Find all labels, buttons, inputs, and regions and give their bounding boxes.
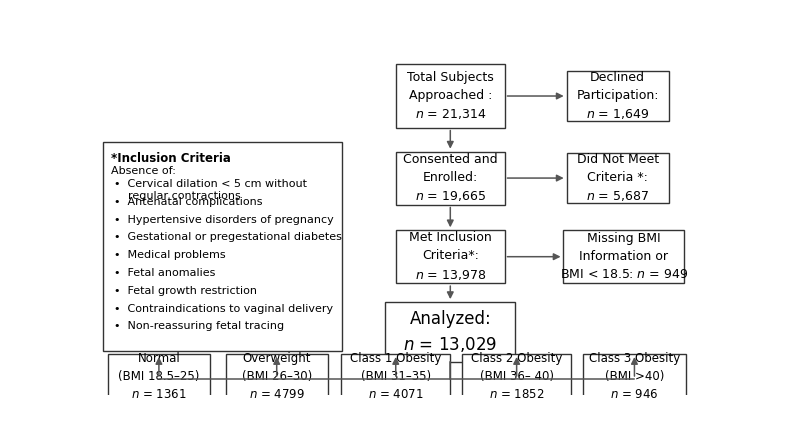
Text: •  Medical problems: • Medical problems — [114, 250, 226, 260]
FancyBboxPatch shape — [563, 230, 684, 283]
FancyBboxPatch shape — [566, 71, 669, 121]
Text: *Inclusion Criteria: *Inclusion Criteria — [110, 152, 230, 165]
Text: Total Subjects
Approached :
$n$ = 21,314: Total Subjects Approached : $n$ = 21,314 — [407, 71, 494, 121]
Text: •  Non-reassuring fetal tracing: • Non-reassuring fetal tracing — [114, 321, 284, 331]
FancyBboxPatch shape — [583, 354, 686, 399]
Text: •  Hypertensive disorders of pregnancy: • Hypertensive disorders of pregnancy — [114, 214, 334, 225]
Text: •  Gestational or pregestational diabetes: • Gestational or pregestational diabetes — [114, 232, 342, 242]
Text: •  Fetal growth restriction: • Fetal growth restriction — [114, 286, 258, 296]
FancyBboxPatch shape — [108, 354, 210, 399]
FancyBboxPatch shape — [566, 153, 669, 203]
FancyBboxPatch shape — [462, 354, 571, 399]
Text: •  Fetal anomalies: • Fetal anomalies — [114, 268, 216, 278]
Text: Class 2 Obesity
(BMI 36– 40)
$n$ = 1852: Class 2 Obesity (BMI 36– 40) $n$ = 1852 — [471, 352, 562, 401]
Text: •  Contraindications to vaginal delivery: • Contraindications to vaginal delivery — [114, 304, 334, 313]
Text: Met Inclusion
Criteria*:
$n$ = 13,978: Met Inclusion Criteria*: $n$ = 13,978 — [409, 231, 492, 282]
FancyBboxPatch shape — [226, 354, 328, 399]
Text: •  Antenatal complications: • Antenatal complications — [114, 197, 262, 207]
Text: Class 3 Obesity
(BMI >40)
$n$ = 946: Class 3 Obesity (BMI >40) $n$ = 946 — [589, 352, 680, 401]
FancyBboxPatch shape — [342, 354, 450, 399]
Text: Did Not Meet
Criteria *:
$n$ = 5,687: Did Not Meet Criteria *: $n$ = 5,687 — [577, 153, 658, 203]
FancyBboxPatch shape — [396, 64, 505, 127]
Text: Missing BMI
Information or
BMI < 18.5: $n$ = 949: Missing BMI Information or BMI < 18.5: $… — [560, 232, 688, 281]
FancyBboxPatch shape — [396, 151, 505, 205]
FancyBboxPatch shape — [396, 230, 505, 283]
Text: Consented and
Enrolled:
$n$ = 19,665: Consented and Enrolled: $n$ = 19,665 — [403, 153, 498, 203]
Text: Absence of:: Absence of: — [110, 166, 175, 176]
FancyBboxPatch shape — [103, 142, 342, 351]
Text: Declined
Participation:
$n$ = 1,649: Declined Participation: $n$ = 1,649 — [577, 71, 659, 121]
Text: Analyzed:
$n$ = 13,029: Analyzed: $n$ = 13,029 — [403, 309, 497, 354]
Text: Class 1 Obesity
(BMI 31–35)
$n$ = 4071: Class 1 Obesity (BMI 31–35) $n$ = 4071 — [350, 352, 442, 401]
Text: Overweight
(BMI 26–30)
$n$ = 4799: Overweight (BMI 26–30) $n$ = 4799 — [242, 352, 312, 401]
Text: Normal
(BMI 18.5–25)
$n$ = 1361: Normal (BMI 18.5–25) $n$ = 1361 — [118, 352, 199, 401]
Text: •  Cervical dilation < 5 cm without
    regular contractions: • Cervical dilation < 5 cm without regul… — [114, 179, 307, 202]
FancyBboxPatch shape — [386, 302, 515, 362]
